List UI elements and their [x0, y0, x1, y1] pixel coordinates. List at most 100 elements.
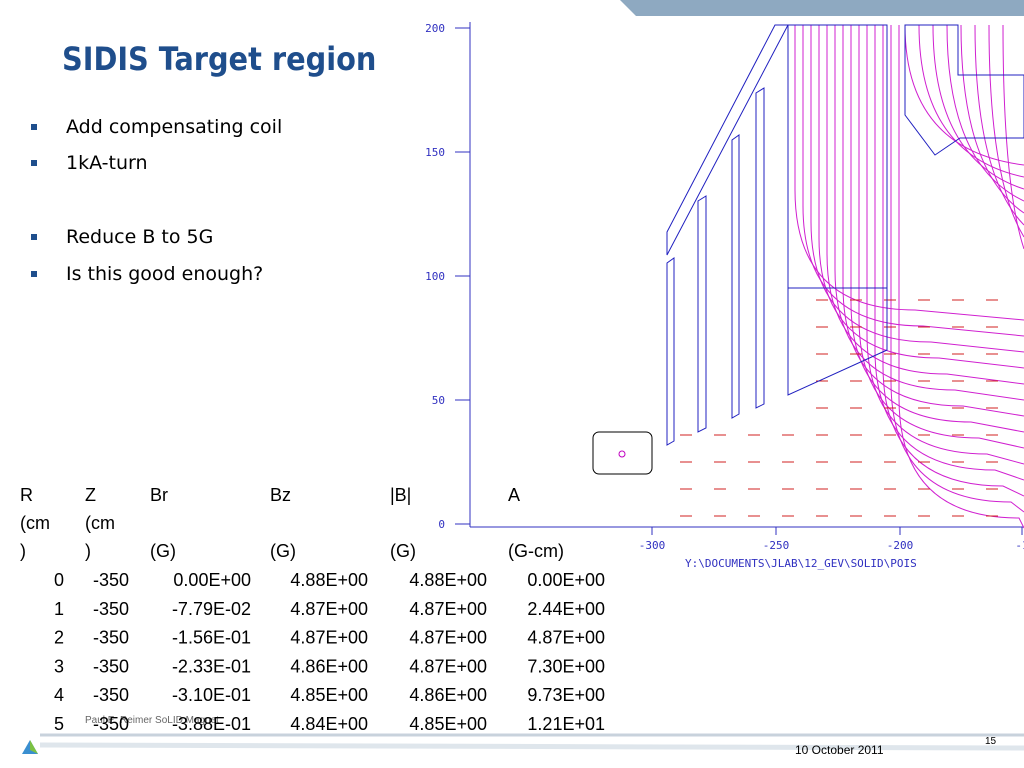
field-line — [960, 24, 1024, 214]
field-line — [866, 25, 1024, 465]
y-tick-label: 200 — [425, 22, 445, 35]
bullet-marker — [31, 160, 37, 166]
table-header: (cm — [85, 513, 115, 533]
table-cell: 4 — [54, 685, 64, 705]
field-line — [802, 25, 1024, 337]
slide-title: SIDIS Target region — [62, 40, 376, 78]
table-cell: 0.00E+00 — [173, 570, 251, 590]
table-cell: 4.87E+00 — [290, 599, 368, 619]
table-cell: -350 — [93, 628, 129, 648]
table-cell: 2.44E+00 — [527, 599, 605, 619]
table-cell: 4.87E+00 — [409, 628, 487, 648]
table-header: (G) — [390, 541, 416, 561]
table-cell: 1.21E+01 — [527, 714, 605, 734]
table-header: |B| — [390, 485, 411, 505]
table-cell: 4.87E+00 — [290, 628, 368, 648]
table-cell: 0 — [54, 570, 64, 590]
table-cell: 3 — [54, 656, 64, 676]
y-tick-label: 100 — [425, 270, 445, 283]
table-cell: 4.87E+00 — [409, 599, 487, 619]
table-header: ) — [85, 541, 91, 561]
coil-outline — [666, 257, 675, 446]
bullet-text: 1kA-turn — [66, 152, 148, 174]
field-line — [882, 25, 1024, 497]
field-line — [904, 24, 1024, 166]
coil-outline — [697, 195, 707, 433]
table-cell: -350 — [93, 656, 129, 676]
table-cell: -350 — [93, 599, 129, 619]
table-cell: 4.84E+00 — [290, 714, 368, 734]
bullet-marker — [31, 271, 37, 277]
yoke-outline — [904, 24, 1024, 156]
field-line — [850, 25, 1024, 433]
field-line — [974, 24, 1024, 226]
field-line — [932, 24, 1024, 190]
yoke-outline — [787, 24, 888, 396]
field-line — [898, 25, 1024, 529]
x-tick-label: -200 — [887, 539, 914, 552]
bullet-text: Reduce B to 5G — [66, 226, 213, 248]
field-line — [1002, 24, 1024, 250]
table-cell: 0.00E+00 — [527, 570, 605, 590]
y-tick-label: 0 — [438, 518, 445, 531]
field-line — [826, 25, 1024, 385]
table-cell: -3.10E-01 — [172, 685, 251, 705]
field-line — [874, 25, 1024, 481]
table-header: R — [20, 485, 33, 505]
plot-path: Y:\DOCUMENTS\JLAB\12_GEV\SOLID\POIS — [685, 557, 917, 570]
marker-box — [592, 431, 653, 475]
table-header: (G-cm) — [508, 541, 564, 561]
table-header: (G) — [270, 541, 296, 561]
table-cell: 4.85E+00 — [409, 714, 487, 734]
coil-outline — [755, 87, 765, 409]
table-cell: 4.87E+00 — [409, 656, 487, 676]
swoosh — [39, 742, 1024, 751]
magnet-outline — [666, 24, 789, 256]
table-cell: 2 — [54, 628, 64, 648]
table-header: (cm — [20, 513, 50, 533]
table-cell: -2.33E-01 — [172, 656, 251, 676]
field-line — [842, 25, 1024, 417]
table-cell: 4.86E+00 — [290, 656, 368, 676]
table-cell: 4.88E+00 — [409, 570, 487, 590]
table-cell: -350 — [93, 685, 129, 705]
table-cell: -350 — [93, 570, 129, 590]
bullet-marker — [31, 234, 37, 240]
bullet-marker — [31, 124, 37, 130]
field-line — [818, 25, 1024, 369]
y-tick-label: 150 — [425, 146, 445, 159]
field-line — [988, 24, 1024, 238]
logo — [30, 740, 38, 754]
table-cell: 1 — [54, 599, 64, 619]
field-line — [946, 24, 1024, 202]
table-header: Z — [85, 485, 96, 505]
table-cell: 5 — [54, 714, 64, 734]
table-cell: 4.87E+00 — [527, 628, 605, 648]
field-line — [810, 25, 1024, 353]
x-tick-label: -250 — [763, 539, 790, 552]
footer-date: 10 October 2011 — [795, 743, 884, 757]
bullet-text: Add compensating coil — [66, 116, 282, 138]
y-tick-label: 50 — [432, 394, 445, 407]
marker — [618, 450, 626, 458]
table-cell: 4.86E+00 — [409, 685, 487, 705]
x-tick-label: -300 — [639, 539, 666, 552]
field-plot: 200 150 100 50 0 -300 -250 -200 -1 Y:\DOCUMENTS\J… — [425, 22, 1024, 570]
table-header: Bz — [270, 485, 291, 505]
table-cell: 4.85E+00 — [290, 685, 368, 705]
table-cell: -1.56E-01 — [172, 628, 251, 648]
table-cell: 7.30E+00 — [527, 656, 605, 676]
field-line — [834, 25, 1024, 401]
coil-outline — [731, 134, 740, 419]
table-header: A — [508, 485, 520, 505]
field-line — [794, 25, 1024, 321]
banner — [620, 0, 1024, 16]
x-tick-label: -1 — [1015, 539, 1024, 552]
footer-author: Paul E. Reimer SoLID Magnet — [85, 715, 219, 726]
table-header: ) — [20, 541, 26, 561]
table-header: (G) — [150, 541, 176, 561]
table-cell: 4.88E+00 — [290, 570, 368, 590]
table-cell: 9.73E+00 — [527, 685, 605, 705]
